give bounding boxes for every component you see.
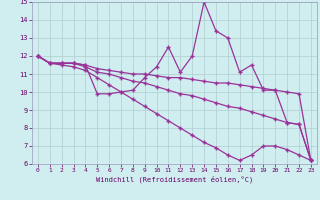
X-axis label: Windchill (Refroidissement éolien,°C): Windchill (Refroidissement éolien,°C) bbox=[96, 176, 253, 183]
